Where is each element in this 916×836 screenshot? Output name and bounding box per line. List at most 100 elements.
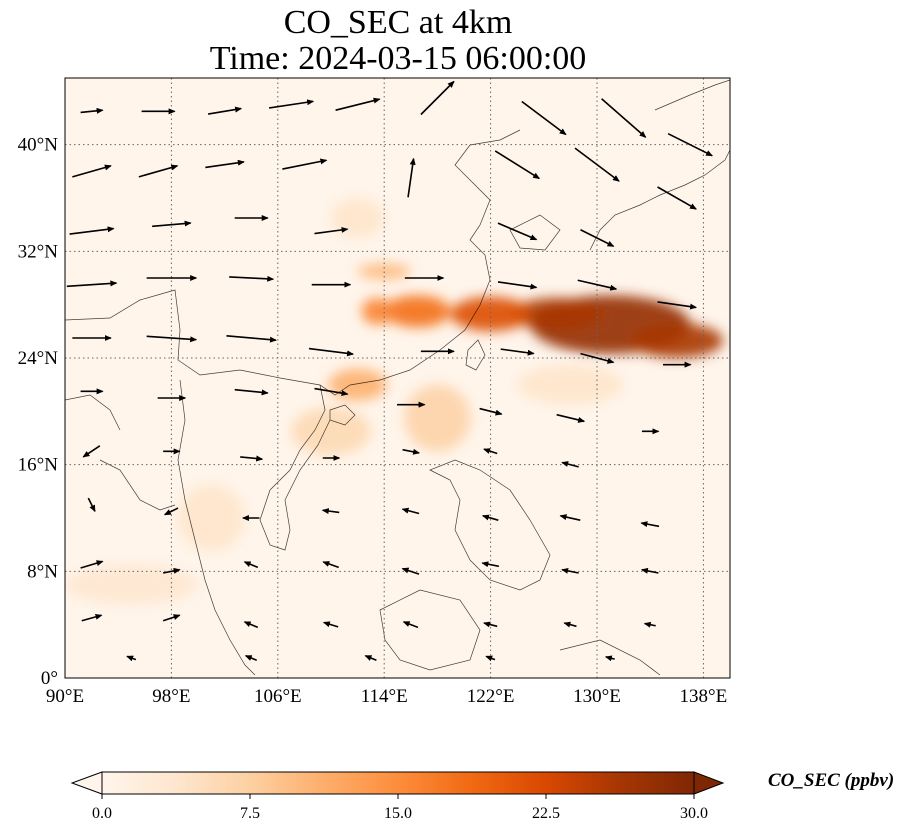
lon-tick-label: 122°E xyxy=(467,686,515,707)
wind-vector xyxy=(240,455,264,462)
wind-vector xyxy=(494,150,541,180)
lat-tick-label: 24°N xyxy=(18,348,59,369)
wind-vector xyxy=(205,159,245,169)
lon-tick-label: 98°E xyxy=(152,686,190,707)
wind-vector xyxy=(81,613,103,622)
wind-vector xyxy=(314,226,349,235)
map-title: CO_SEC at 4km xyxy=(283,4,513,41)
coastlines xyxy=(65,79,730,676)
wind-vector xyxy=(229,275,275,282)
wind-vector xyxy=(243,561,259,569)
colorbar-tick-label: 0.0 xyxy=(92,805,112,822)
colorbar-label: CO_SEC (ppbv) xyxy=(768,770,895,791)
wind-vector xyxy=(577,279,618,291)
concentration-blob-7 xyxy=(328,368,387,401)
wind-vector xyxy=(481,514,499,521)
wind-vector xyxy=(561,461,579,468)
lat-tick-label: 32°N xyxy=(18,241,59,262)
concentration-blob-12 xyxy=(65,564,198,605)
concentration-blob-13 xyxy=(517,364,624,405)
concentration-blob-4 xyxy=(384,295,451,328)
wind-vector xyxy=(402,448,421,455)
concentration-blob-9 xyxy=(291,407,371,456)
colorbar-ticks: 0.0 7.5 15.0 22.5 30.0 xyxy=(92,794,708,822)
colorbar-tick-label: 15.0 xyxy=(384,805,412,822)
wind-vector xyxy=(640,521,660,528)
wind-vector xyxy=(657,301,698,310)
wind-vector xyxy=(308,347,354,357)
wind-vector xyxy=(479,407,503,416)
wind-vector xyxy=(87,497,96,513)
wind-vector xyxy=(483,448,498,455)
latitude-tick-labels: 0° 8°N 16°N 24°N 32°N 40°N xyxy=(18,135,59,689)
wind-vector xyxy=(563,621,577,628)
wind-vector xyxy=(497,281,538,290)
wind-vector xyxy=(640,567,659,574)
wind-vector xyxy=(69,226,115,235)
wind-vector xyxy=(497,222,538,241)
wind-vector xyxy=(321,508,340,515)
map-area xyxy=(65,78,730,678)
wind-vector xyxy=(643,621,656,628)
wind-vector xyxy=(146,335,198,343)
wind-vector xyxy=(401,567,420,575)
wind-vector xyxy=(335,97,381,111)
wind-vector xyxy=(580,352,615,364)
wind-vector xyxy=(402,621,419,629)
wind-vector xyxy=(162,614,181,622)
lat-tick-label: 16°N xyxy=(18,455,59,476)
wind-vector xyxy=(481,561,500,568)
concentration-blob-3 xyxy=(450,296,531,332)
wind-vector xyxy=(282,158,328,170)
colorbar-extend-low xyxy=(70,771,103,795)
gridlines xyxy=(65,78,730,678)
colorbar-tick-label: 30.0 xyxy=(680,805,708,822)
wind-vector xyxy=(485,655,496,662)
wind-vector xyxy=(162,567,181,574)
concentration-blob-2 xyxy=(630,323,724,358)
wind-vector xyxy=(574,147,620,182)
wind-vector xyxy=(657,186,697,210)
wind-vector xyxy=(322,561,339,569)
wind-vector xyxy=(80,107,104,114)
lon-tick-label: 106°E xyxy=(254,686,302,707)
wind-vector xyxy=(500,348,535,356)
map-frame xyxy=(64,77,731,679)
wind-vector xyxy=(234,388,269,396)
wind-vector xyxy=(226,335,277,343)
wind-vector xyxy=(420,80,455,116)
wind-vector xyxy=(483,621,498,628)
lon-tick-label: 114°E xyxy=(361,686,408,707)
wind-vector xyxy=(521,100,567,136)
wind-vector xyxy=(556,413,586,423)
wind-vector xyxy=(559,514,581,521)
colorbar-extend-high xyxy=(693,771,725,795)
wind-vector xyxy=(401,507,420,515)
wind-vector xyxy=(268,99,315,109)
wind-vector xyxy=(207,106,243,115)
wind-vectors xyxy=(66,80,713,662)
wind-vector xyxy=(138,164,179,178)
lon-tick-label: 130°E xyxy=(573,686,621,707)
wind-vector xyxy=(601,98,647,138)
concentration-blob-5 xyxy=(361,298,394,325)
wind-vector xyxy=(152,220,192,228)
wind-vector xyxy=(667,132,713,157)
wind-vector xyxy=(407,157,416,198)
wind-vector xyxy=(244,655,257,661)
wind-vector xyxy=(72,164,112,178)
wind-vector xyxy=(243,621,259,629)
lat-tick-label: 8°N xyxy=(27,561,58,582)
concentration-blob-1 xyxy=(510,298,604,330)
wind-vector xyxy=(80,560,104,569)
map-subtitle-time: Time: 2024-03-15 06:00:00 xyxy=(209,40,587,77)
lon-tick-label: 90°E xyxy=(46,686,84,707)
longitude-tick-labels: 90°E 98°E 106°E 114°E 122°E 130°E 138°E xyxy=(46,686,727,707)
colorbar: 0.0 7.5 15.0 22.5 30.0 xyxy=(70,771,725,822)
lat-tick-label: 40°N xyxy=(18,135,59,156)
wind-vector xyxy=(314,387,349,397)
wind-vector xyxy=(66,280,118,288)
wind-vector xyxy=(82,445,101,458)
wind-vector xyxy=(126,655,137,662)
